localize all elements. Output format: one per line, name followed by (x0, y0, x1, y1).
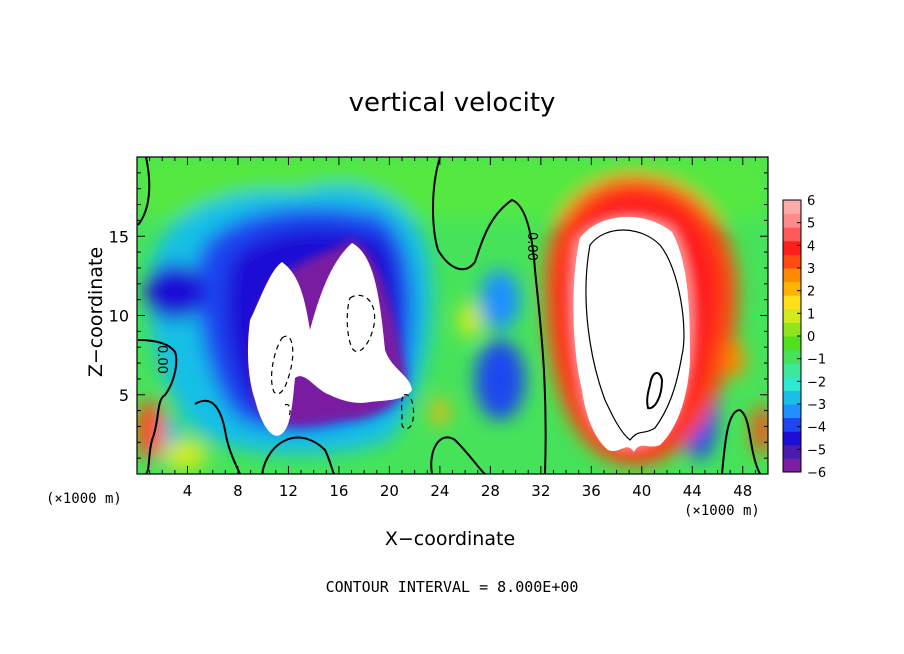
colorbar-swatch (783, 349, 801, 364)
colorbar-label: −5 (807, 443, 826, 458)
yellow-bottom (163, 439, 207, 471)
mid-downdraft (475, 340, 525, 420)
zero-contours (137, 157, 761, 474)
right-small-updraft (725, 342, 745, 378)
x-tick-label: 8 (233, 482, 243, 500)
positive-contour (646, 372, 664, 410)
x-tick-label: 24 (430, 482, 449, 500)
colorbar: 6 5 4 3 2 1 0 −1 −2 −3 −4 −5 −6 (782, 194, 826, 481)
contour-label: 0.00 (154, 345, 169, 374)
x-axis: 4 8 12 16 20 24 28 32 36 40 44 48 (149, 157, 756, 500)
colorbar-label: 1 (807, 307, 815, 322)
colorbar-swatch (783, 213, 801, 228)
zero-contour (261, 436, 335, 474)
colorbar-label: 5 (807, 217, 815, 232)
plot-field (137, 157, 768, 474)
colorbar-swatch (783, 254, 801, 269)
negative-contour (270, 335, 294, 395)
right-edge-updraft (752, 405, 768, 455)
x-tick-label: 32 (531, 482, 550, 500)
colorbar-label: −1 (807, 353, 826, 368)
colorbar-label: −6 (807, 466, 826, 481)
colorbar-swatch (783, 444, 801, 459)
colorbar-swatch (783, 281, 801, 296)
colorbar-label: −4 (807, 421, 826, 436)
x-tick-label: 20 (380, 482, 399, 500)
negative-contour (400, 394, 415, 430)
y-axis-label: Z−coordinate (85, 246, 107, 378)
colorbar-label: 2 (807, 285, 815, 300)
colorbar-swatch (783, 227, 801, 242)
colorbar-swatch (783, 322, 801, 337)
colorbar-swatch (783, 336, 801, 351)
negative-contour (346, 294, 376, 353)
zero-contour (137, 339, 178, 474)
positive-contours (585, 229, 685, 441)
updraft-core (573, 216, 690, 452)
colorbar-label: 3 (807, 262, 815, 277)
negative-contours (270, 294, 415, 430)
zero-contour (430, 436, 486, 474)
y-axis: 5 10 15 (109, 172, 768, 459)
x-axis-label: X−coordinate (384, 528, 516, 550)
x-tick-label: 4 (183, 482, 193, 500)
colorbar-label: 0 (807, 330, 815, 345)
colorbar-swatch (783, 200, 801, 215)
x-unit-label: (×1000 m) (46, 491, 122, 507)
contour-interval-note: CONTOUR INTERVAL = 8.000E+00 (325, 578, 579, 596)
colorbar-swatch (783, 376, 801, 391)
downdraft-core (247, 243, 412, 436)
colorbar-label: 4 (807, 239, 815, 254)
orange-patch (432, 398, 448, 426)
colorbar-swatch (783, 308, 801, 323)
zero-contour (721, 408, 761, 474)
colorbar-swatch (783, 363, 801, 378)
positive-contour (585, 229, 685, 441)
colorbar-label: 6 (807, 194, 815, 209)
colorbar-swatch (783, 431, 801, 446)
yellow-patch (458, 302, 482, 338)
colorbar-swatch (783, 417, 801, 432)
colorbar-swatch (783, 240, 801, 255)
zero-contour (194, 399, 241, 474)
colorbar-label: −2 (807, 375, 826, 390)
colorbar-swatch (783, 404, 801, 419)
x-tick-label: 48 (733, 482, 752, 500)
chart-title: vertical velocity (348, 88, 556, 118)
colorbar-swatch (783, 295, 801, 310)
x-unit-label: (×1000 m) (684, 503, 760, 519)
y-tick-label: 15 (109, 227, 129, 246)
zero-contour (137, 157, 151, 226)
negative-contour (284, 403, 291, 419)
contour-label: 0.00 (524, 232, 539, 261)
y-tick-label: 10 (109, 307, 129, 326)
x-tick-label: 36 (582, 482, 601, 500)
left-downdraft (145, 264, 205, 320)
zero-contour (432, 157, 547, 474)
x-tick-label: 44 (683, 482, 702, 500)
x-tick-label: 40 (632, 482, 651, 500)
mid-downdraft-upper (480, 270, 520, 330)
x-tick-label: 12 (279, 482, 298, 500)
colorbar-swatch (783, 268, 801, 283)
colorbar-swatch (783, 390, 801, 405)
colorbar-label: −3 (807, 398, 826, 413)
x-tick-label: 28 (481, 482, 500, 500)
y-tick-label: 5 (119, 386, 129, 405)
x-tick-label: 16 (329, 482, 348, 500)
colorbar-swatch (783, 458, 801, 473)
